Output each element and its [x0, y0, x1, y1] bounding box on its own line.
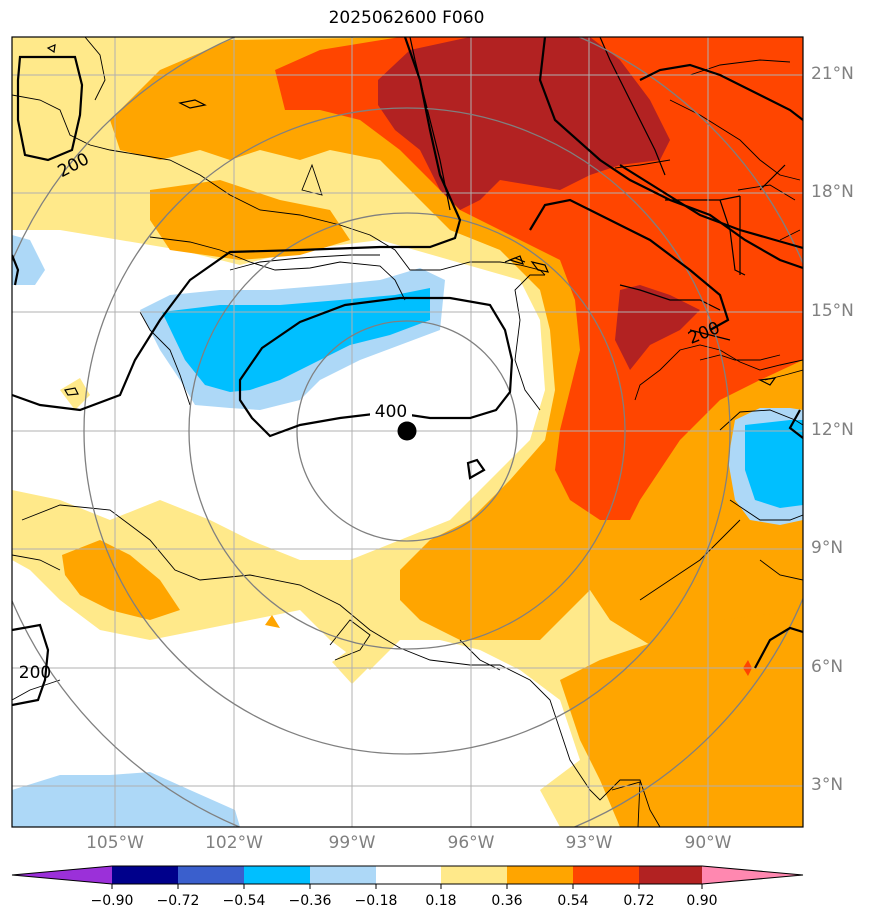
colorbar-bin — [244, 866, 310, 884]
colorbar-bin — [507, 866, 573, 884]
colorbar-bin — [441, 866, 507, 884]
lon-label-93w: 93°W — [565, 833, 613, 853]
lat-label-3n: 3°N — [811, 775, 844, 795]
lat-label-12n: 12°N — [811, 420, 854, 440]
colorbar-bin — [573, 866, 639, 884]
lon-label-90w: 90°W — [684, 833, 732, 853]
colorbar-tick-label: −0.90 — [90, 893, 134, 909]
colorbar-over — [702, 866, 803, 884]
shading-red — [275, 37, 803, 520]
colorbar-bin — [178, 866, 244, 884]
colorbar-under — [12, 866, 112, 884]
lon-label-105w: 105°W — [86, 833, 144, 853]
colorbar-tick-label: −0.72 — [156, 893, 200, 909]
colorbar-tick-label: 0.72 — [623, 893, 655, 909]
lat-label-21n: 21°N — [811, 64, 854, 84]
colorbar-tick-label: −0.18 — [354, 893, 398, 909]
lon-label-96w: 96°W — [447, 833, 495, 853]
colorbar-tick-label: −0.54 — [222, 893, 266, 909]
contour-label-bg-center — [370, 402, 412, 420]
storm-center-marker — [397, 421, 417, 441]
colorbar-tick-label: 0.90 — [686, 893, 718, 909]
colorbar-bin — [112, 866, 178, 884]
colorbar-tick-label: 0.18 — [425, 893, 457, 909]
lon-label-99w: 99°W — [328, 833, 376, 853]
lat-label-6n: 6°N — [811, 657, 844, 677]
lon-label-102w: 102°W — [205, 833, 263, 853]
contour-label-center: 400 — [375, 402, 407, 422]
colorbar-tick-label: 0.54 — [557, 893, 589, 909]
shading-blue — [162, 288, 803, 508]
lat-label-15n: 15°N — [811, 301, 854, 321]
colorbar-bin — [639, 866, 702, 884]
colorbar-tick-label: −0.36 — [288, 893, 332, 909]
colorbar — [11, 865, 804, 889]
colorbar-bin — [310, 866, 376, 884]
borders — [409, 37, 786, 341]
map-panel: 400 200 200 200 — [12, 37, 803, 827]
contours — [12, 37, 803, 707]
lat-label-9n: 9°N — [811, 538, 844, 558]
colorbar-bin — [376, 866, 441, 884]
lat-label-18n: 18°N — [811, 182, 854, 202]
range-rings — [12, 37, 803, 827]
map-title: 2025062600 F060 — [328, 8, 485, 28]
map-frame — [11, 36, 804, 828]
shading-darkred — [378, 37, 700, 370]
islands — [46, 44, 777, 396]
colorbar-tick-label: 0.36 — [491, 893, 523, 909]
contour-label-sw: 200 — [19, 663, 51, 683]
